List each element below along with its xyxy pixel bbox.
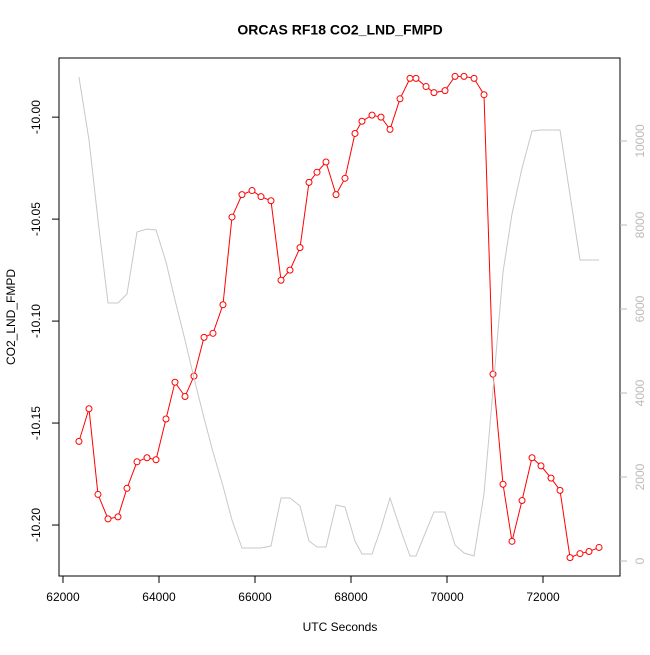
- point: [238, 191, 246, 199]
- point: [451, 72, 459, 80]
- y-tick-label: -10.00: [29, 100, 43, 134]
- y2-tick-label: 6000: [633, 295, 647, 322]
- point: [396, 95, 404, 103]
- y-tick-label: -10.05: [29, 202, 43, 236]
- point: [114, 513, 122, 521]
- y-tick-label: -10.10: [29, 304, 43, 338]
- point: [104, 515, 112, 523]
- point: [441, 87, 449, 95]
- point: [257, 193, 265, 201]
- point: [296, 244, 304, 252]
- point: [358, 117, 366, 125]
- series-line: [78, 75, 600, 559]
- plot-box: [58, 57, 621, 577]
- point: [422, 83, 430, 91]
- chart-title: ORCAS RF18 CO2_LND_FMPD: [237, 22, 442, 38]
- y2-tick-label: 8000: [633, 211, 647, 238]
- point: [595, 543, 603, 551]
- point: [75, 437, 83, 445]
- y-tick-label: -10.15: [29, 406, 43, 440]
- point: [286, 266, 294, 274]
- x-tick-label: 62000: [46, 590, 80, 604]
- point: [277, 276, 285, 284]
- point: [537, 462, 545, 470]
- x-axis-label: UTC Seconds: [303, 620, 378, 634]
- point: [143, 454, 151, 462]
- point: [313, 168, 321, 176]
- y2-tick-label: 4000: [633, 379, 647, 406]
- x-tick-label: 68000: [334, 590, 368, 604]
- point: [406, 74, 414, 82]
- y2-tick-label: 0: [633, 557, 647, 564]
- y-tick-label: -10.20: [29, 508, 43, 542]
- point: [152, 456, 160, 464]
- series-line: [78, 76, 600, 557]
- x-tick-label: 66000: [238, 590, 272, 604]
- point: [430, 89, 438, 97]
- x-tick-label: 70000: [430, 590, 464, 604]
- point: [499, 480, 507, 488]
- point: [508, 537, 516, 545]
- point: [518, 497, 526, 505]
- point: [228, 213, 236, 221]
- point: [386, 125, 394, 133]
- point: [219, 301, 227, 309]
- point: [248, 187, 256, 195]
- point: [470, 74, 478, 82]
- point: [351, 129, 359, 137]
- y2-tick-label: 2000: [633, 463, 647, 490]
- point: [85, 405, 93, 413]
- point: [556, 486, 564, 494]
- point: [368, 111, 376, 119]
- point: [480, 91, 488, 99]
- point: [412, 74, 420, 82]
- y-axis-label: CO2_LND_FMPD: [4, 269, 18, 365]
- point: [528, 454, 536, 462]
- point: [341, 174, 349, 182]
- x-tick-label: 64000: [142, 590, 176, 604]
- x-tick-label: 72000: [526, 590, 560, 604]
- point: [377, 113, 385, 121]
- point: [332, 191, 340, 199]
- point: [200, 333, 208, 341]
- point: [162, 415, 170, 423]
- point: [305, 178, 313, 186]
- point: [209, 329, 217, 337]
- point: [322, 158, 330, 166]
- point: [489, 370, 497, 378]
- point: [94, 490, 102, 498]
- point: [576, 550, 584, 558]
- point: [267, 197, 275, 205]
- point: [123, 484, 131, 492]
- point: [585, 548, 593, 556]
- point: [547, 474, 555, 482]
- point: [460, 72, 468, 80]
- point: [181, 393, 189, 401]
- point: [133, 458, 141, 466]
- point: [566, 554, 574, 562]
- point: [171, 378, 179, 386]
- y2-tick-label: 10000: [633, 124, 647, 158]
